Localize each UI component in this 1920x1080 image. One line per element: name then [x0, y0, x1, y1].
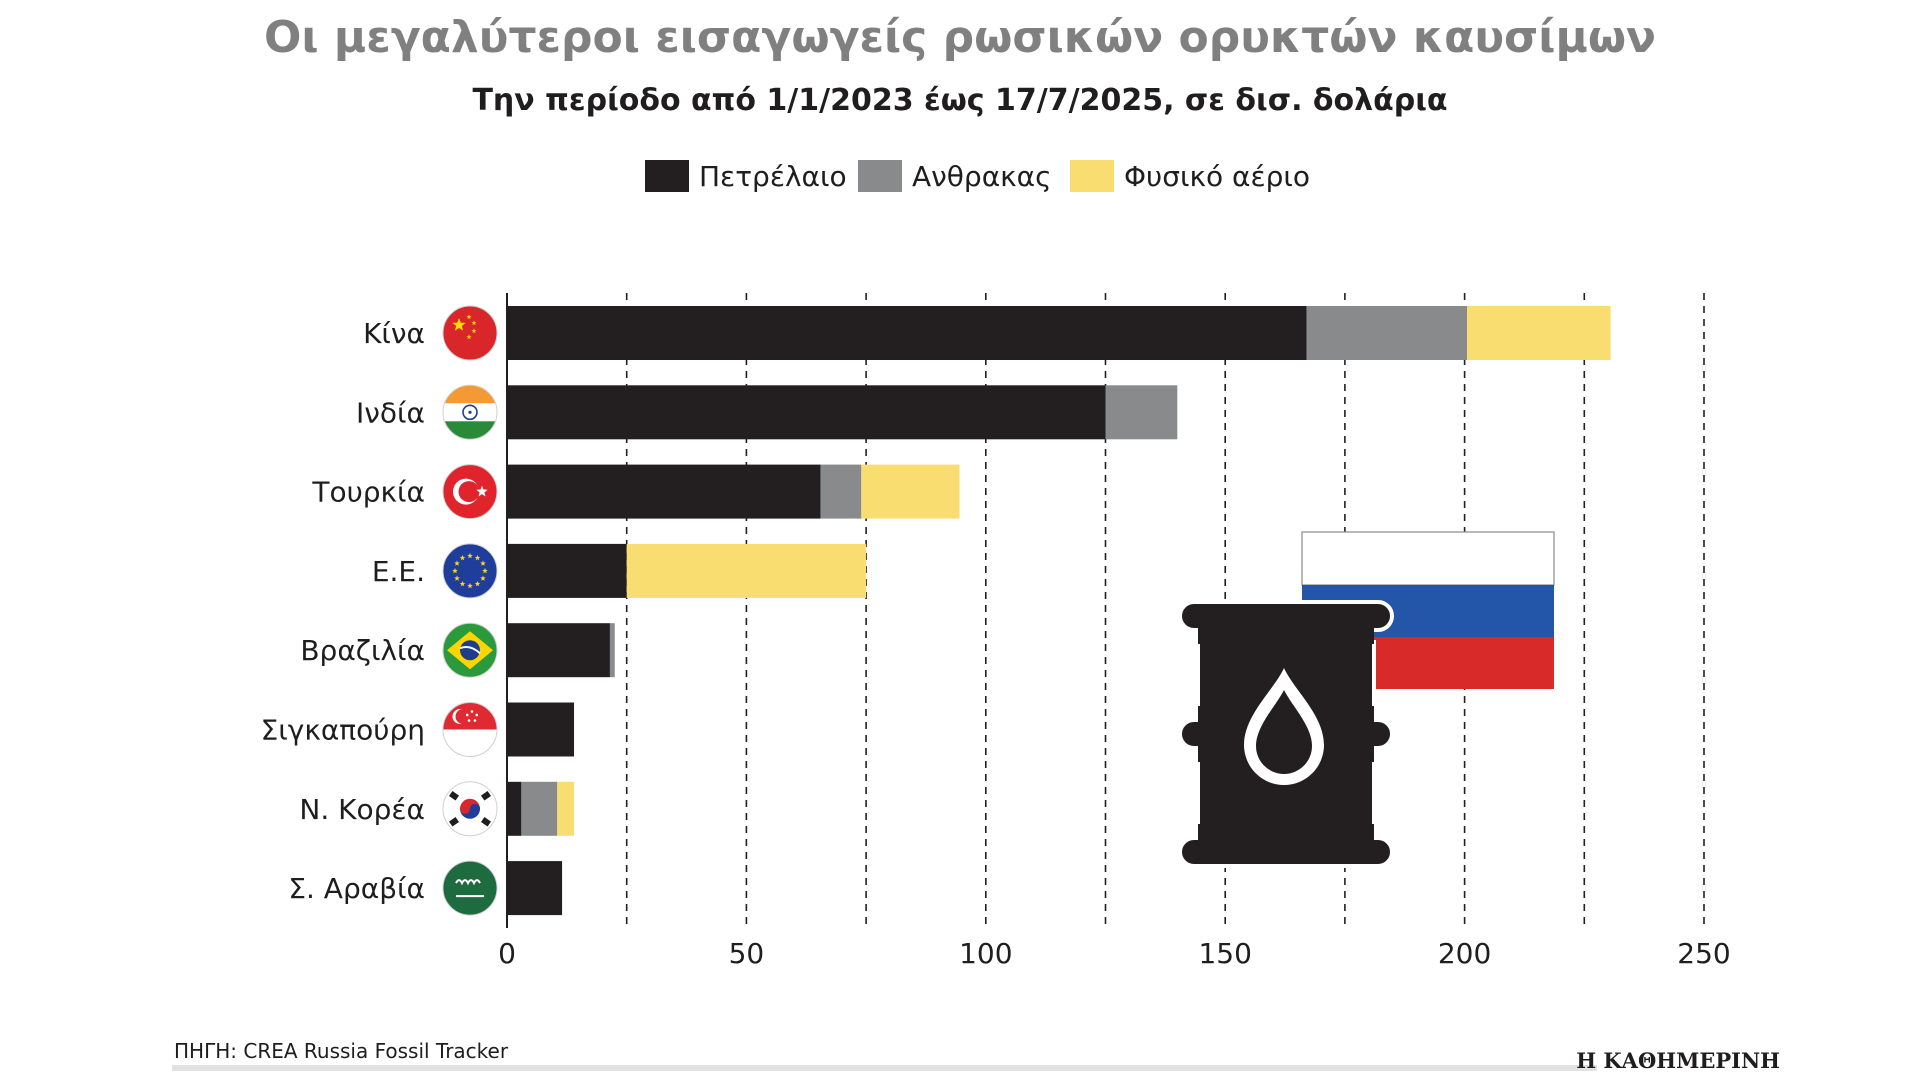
- footer-rule: [172, 1065, 1597, 1071]
- flag-india-icon: [442, 384, 498, 440]
- x-tick-label-150: 150: [1198, 937, 1251, 970]
- x-tick-labels: 0 50 100 150 200 250: [498, 937, 1731, 970]
- legend: Πετρέλαιο Ανθρακας Φυσικό αέριο: [645, 160, 1310, 193]
- bar-coal-india: [1105, 385, 1178, 440]
- chart-subtitle: Την περίοδο από 1/1/2023 έως 17/7/2025, …: [472, 83, 1447, 118]
- bar-oil-brazil: [507, 623, 610, 678]
- bar-coal-china: [1306, 306, 1467, 360]
- legend-label-oil: Πετρέλαιο: [699, 160, 847, 193]
- flag-singapore-icon: [442, 702, 498, 757]
- bar-gas-china: [1466, 306, 1611, 360]
- flag-china-icon: [442, 305, 498, 361]
- flag-brazil-icon: [442, 622, 498, 678]
- bar-oil-turkey: [507, 464, 821, 519]
- category-label-south-korea: Ν. Κορέα: [299, 793, 425, 826]
- oil-barrel-icon: [1178, 600, 1394, 868]
- category-labels: Κίνα Ινδία Τουρκία Ε.Ε. Βραζιλία Σιγκαπούρη Ν.…: [261, 317, 425, 905]
- bar-gas-south-korea: [557, 781, 575, 836]
- category-label-saudi-arabia: Σ. Αραβία: [288, 872, 425, 905]
- source-note: ΠΗΓΗ: CREA Russia Fossil Tracker: [174, 1039, 509, 1063]
- bar-coal-brazil: [609, 623, 615, 678]
- bar-oil-china: [507, 306, 1307, 360]
- bars: [507, 306, 1611, 916]
- bar-oil-india: [507, 385, 1106, 440]
- category-label-eu: Ε.Ε.: [372, 555, 425, 588]
- category-label-turkey: Τουρκία: [311, 476, 425, 509]
- category-label-china: Κίνα: [363, 317, 425, 350]
- publisher-logo: Η ΚΑΘΗΜΕΡΙΝΗ: [1576, 1048, 1780, 1073]
- bar-oil-saudi-arabia: [507, 861, 563, 916]
- x-tick-label-100: 100: [959, 937, 1012, 970]
- country-flags: [442, 305, 498, 916]
- x-tick-label-50: 50: [729, 937, 765, 970]
- chart-title: Οι μεγαλύτεροι εισαγωγείς ρωσικών ορυκτώ…: [264, 12, 1656, 63]
- bar-oil-south-korea: [507, 781, 522, 836]
- bar-gas-eu: [626, 543, 867, 598]
- x-tick-label-0: 0: [498, 937, 516, 970]
- legend-swatch-oil: [645, 160, 689, 192]
- category-label-india: Ινδία: [356, 396, 425, 429]
- bar-oil-eu: [507, 543, 627, 598]
- x-tick-label-250: 250: [1677, 937, 1730, 970]
- legend-swatch-gas: [1070, 160, 1114, 192]
- bar-gas-turkey: [861, 464, 960, 519]
- legend-swatch-coal: [858, 160, 902, 192]
- flag-eu-icon: [442, 543, 498, 599]
- x-tick-label-200: 200: [1438, 937, 1491, 970]
- legend-label-gas: Φυσικό αέριο: [1124, 160, 1310, 193]
- legend-label-coal: Ανθρακας: [912, 160, 1052, 193]
- category-label-brazil: Βραζιλία: [300, 634, 425, 667]
- category-label-singapore: Σιγκαπούρη: [261, 714, 425, 747]
- illustration: [1178, 531, 1555, 868]
- flag-south-korea-icon: [442, 781, 498, 837]
- bar-coal-turkey: [820, 464, 862, 519]
- flag-turkey-icon: [442, 464, 498, 520]
- flag-saudi-arabia-icon: [442, 860, 498, 916]
- bar-oil-singapore: [507, 702, 575, 757]
- bar-coal-south-korea: [521, 781, 558, 836]
